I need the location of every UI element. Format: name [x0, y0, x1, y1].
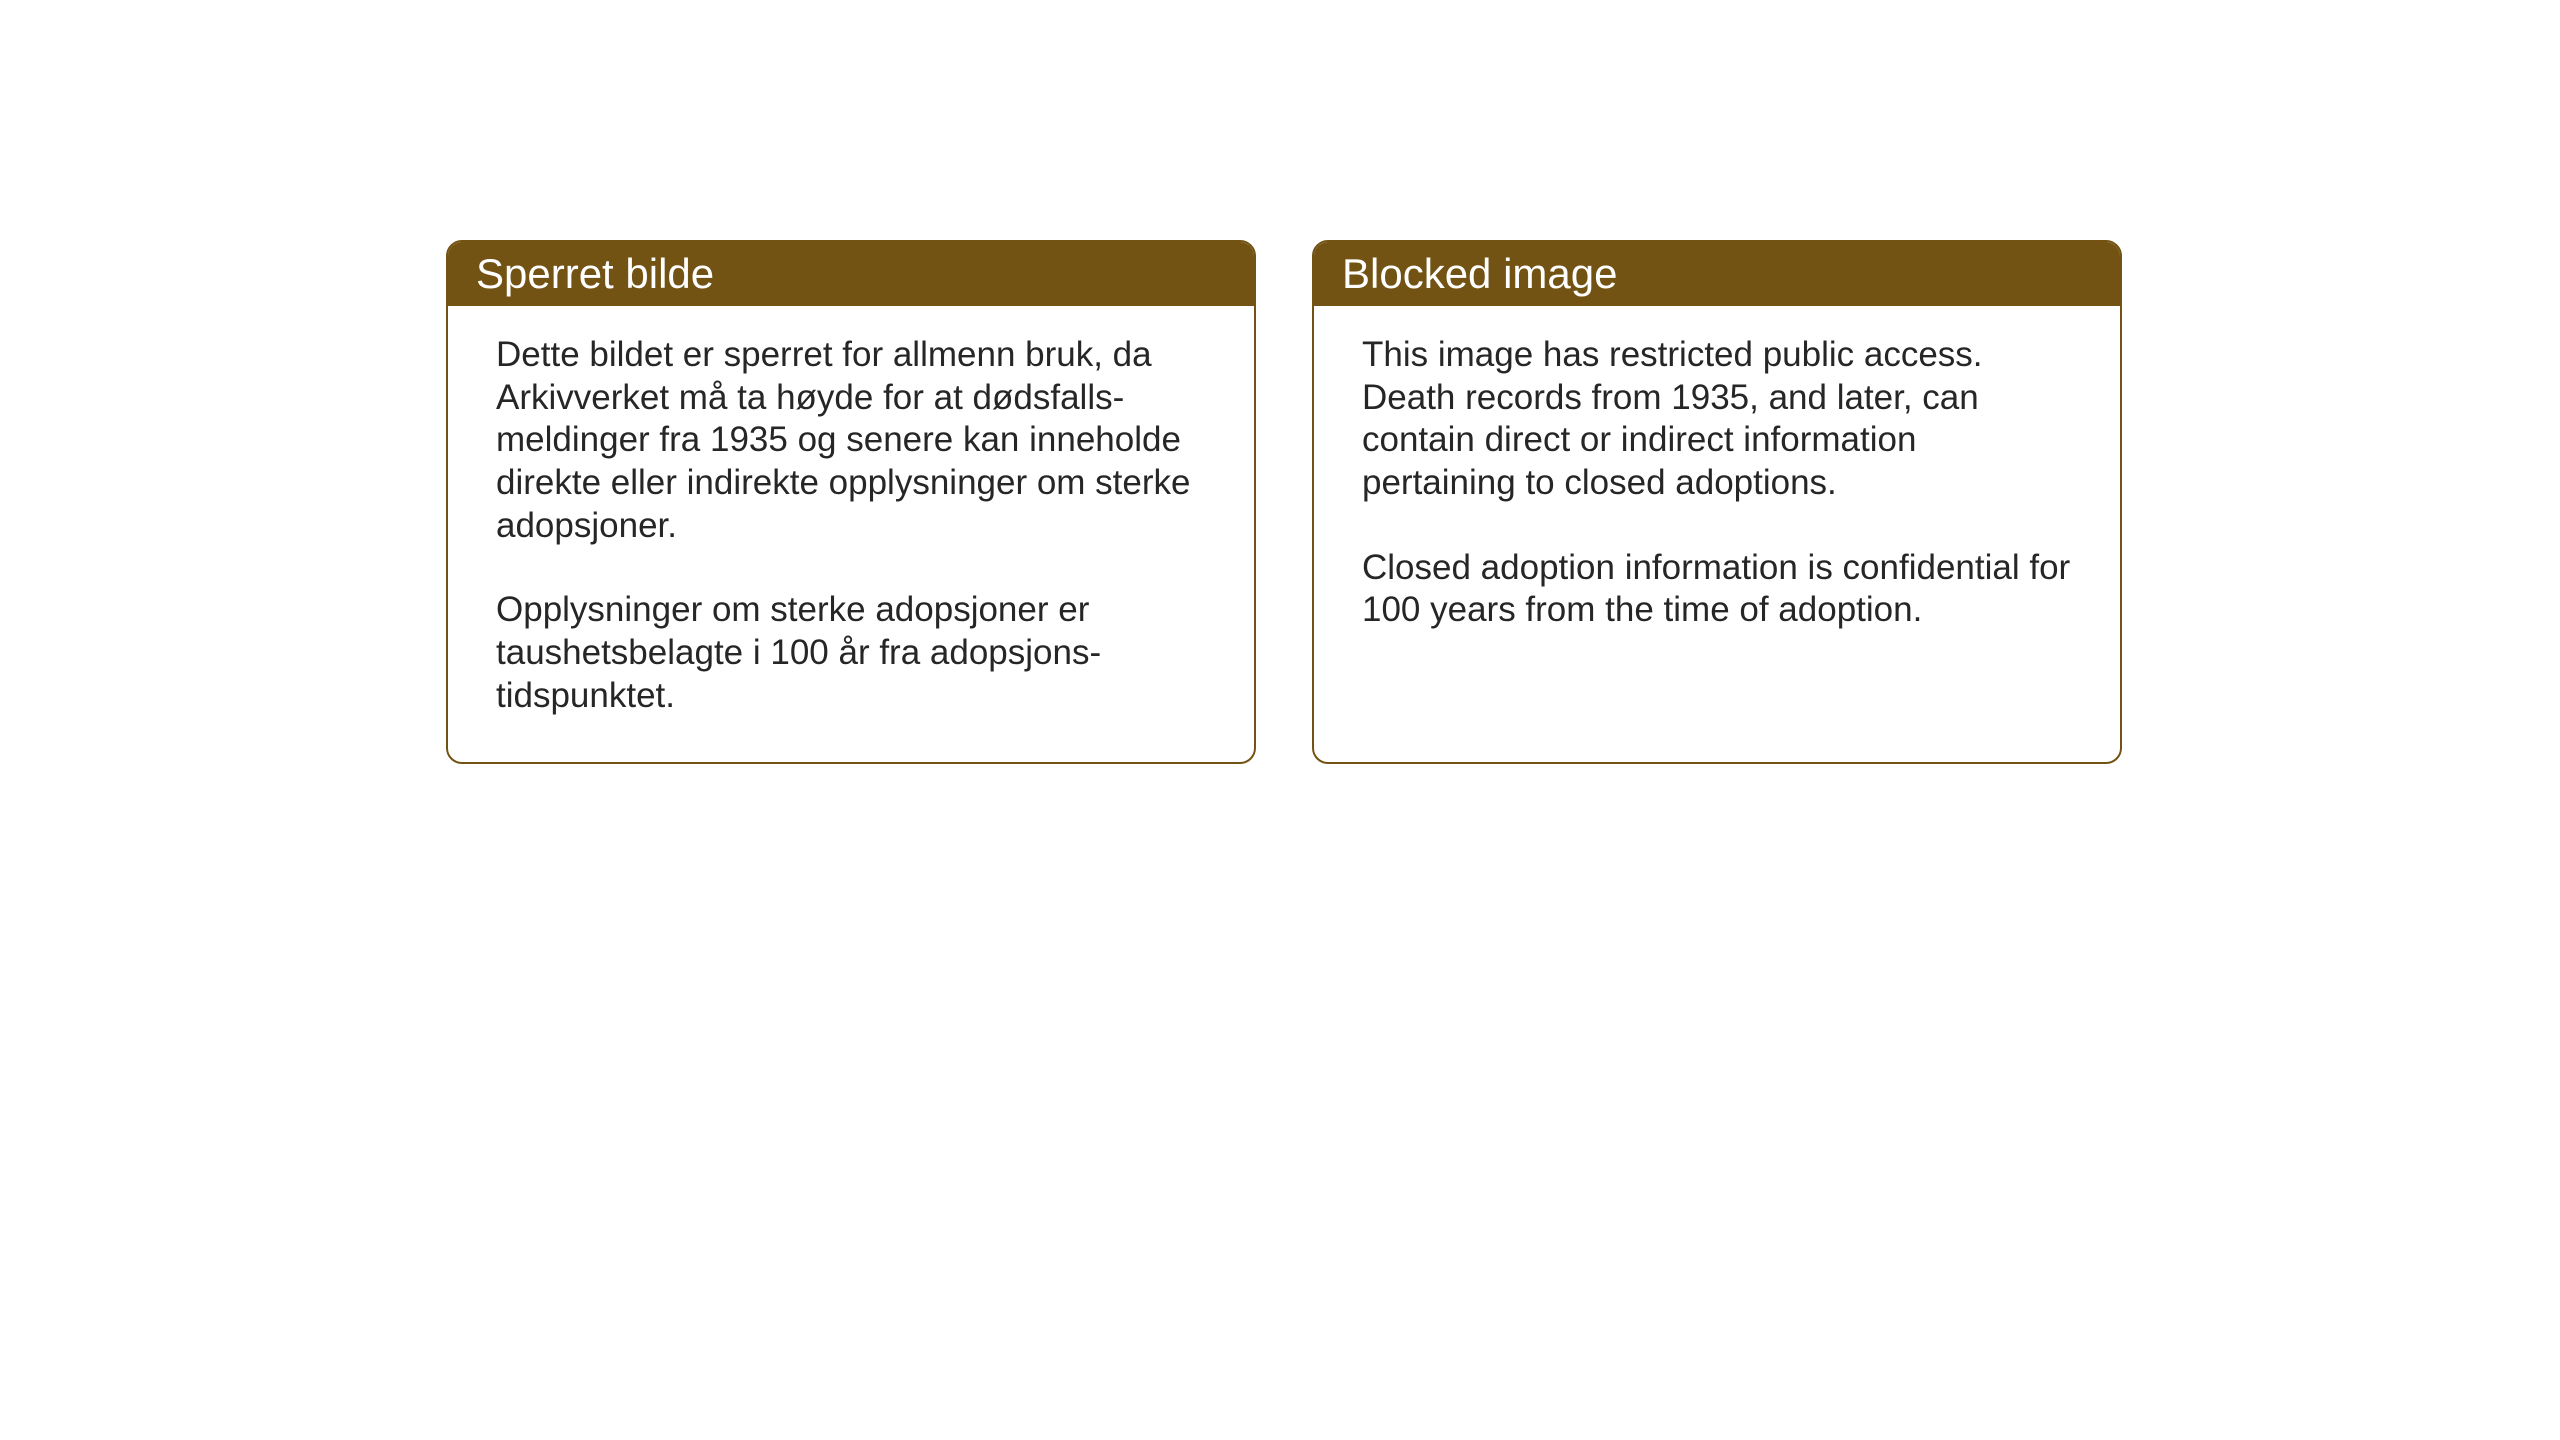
notice-card-english: Blocked image This image has restricted …	[1312, 240, 2122, 764]
card-paragraph-2-english: Closed adoption information is confident…	[1362, 547, 2072, 632]
card-paragraph-1-english: This image has restricted public access.…	[1362, 334, 2072, 505]
card-paragraph-1-norwegian: Dette bildet er sperret for allmenn bruk…	[496, 334, 1206, 547]
card-title-english: Blocked image	[1314, 242, 2120, 306]
card-paragraph-2-norwegian: Opplysninger om sterke adopsjoner er tau…	[496, 589, 1206, 717]
notice-card-norwegian: Sperret bilde Dette bildet er sperret fo…	[446, 240, 1256, 764]
card-title-norwegian: Sperret bilde	[448, 242, 1254, 306]
card-body-norwegian: Dette bildet er sperret for allmenn bruk…	[448, 306, 1254, 762]
card-body-english: This image has restricted public access.…	[1314, 306, 2120, 676]
notice-cards-container: Sperret bilde Dette bildet er sperret fo…	[446, 240, 2122, 764]
